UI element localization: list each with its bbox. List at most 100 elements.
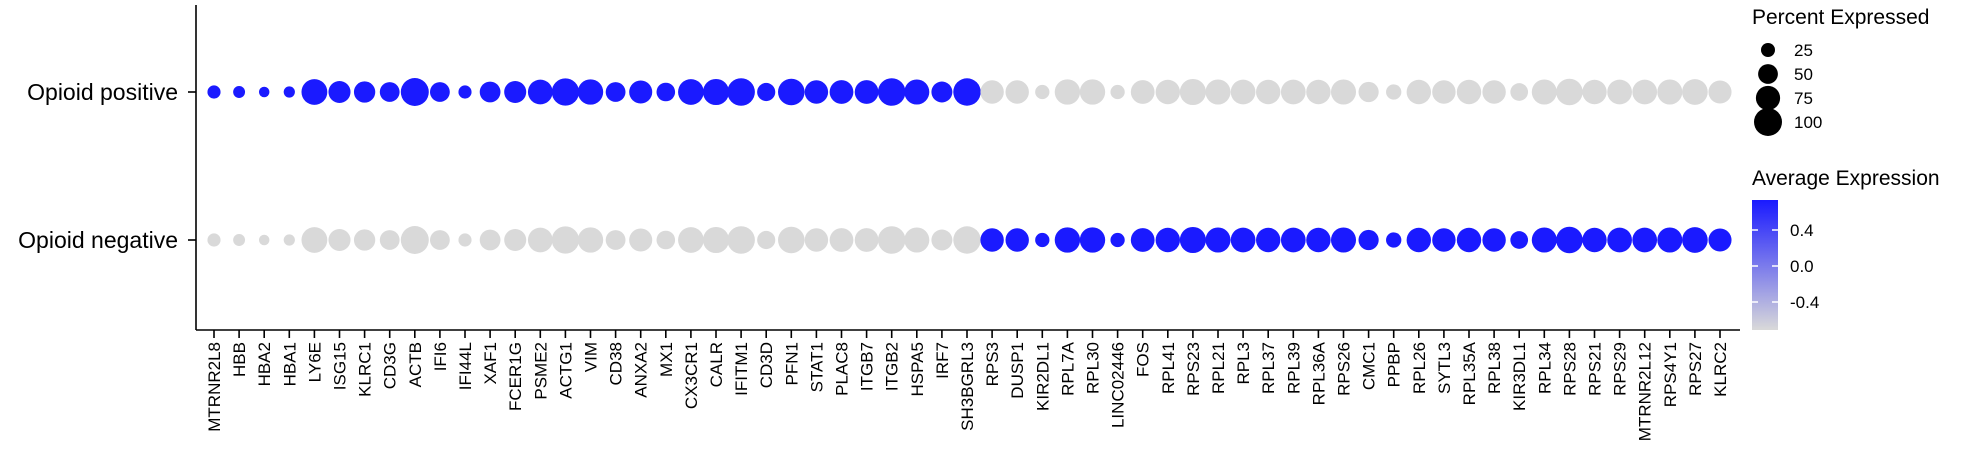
dot-stat1 bbox=[804, 228, 829, 252]
dot-rpl21 bbox=[1205, 79, 1231, 105]
dot-rpl39 bbox=[1280, 79, 1306, 105]
gene-label: HSPA5 bbox=[908, 342, 927, 397]
size-legend-label: 100 bbox=[1794, 113, 1822, 132]
gene-label: CD3D bbox=[757, 342, 776, 388]
dot-ifi6 bbox=[430, 230, 450, 250]
dot-pfn1 bbox=[778, 78, 805, 106]
gene-label: VIM bbox=[582, 342, 601, 372]
dot-fcer1g bbox=[504, 228, 527, 252]
dot-mtrnr2l12 bbox=[1632, 227, 1658, 253]
dot-rpl30 bbox=[1079, 79, 1106, 105]
dot-hbb bbox=[233, 234, 246, 246]
dot-mtrnr2l8 bbox=[207, 233, 221, 247]
dot-mtrnr2l8 bbox=[207, 85, 221, 99]
dot-cmc1 bbox=[1358, 229, 1379, 251]
size-legend-dot bbox=[1761, 43, 1775, 57]
gene-label: RPL37 bbox=[1259, 342, 1278, 394]
dot-klrc2 bbox=[1708, 228, 1732, 252]
size-legend-dot bbox=[1754, 108, 1782, 136]
dot-hspa5 bbox=[904, 227, 930, 253]
dot-rps28 bbox=[1556, 78, 1583, 106]
dot-hspa5 bbox=[904, 79, 930, 105]
gene-label: ACTB bbox=[406, 342, 425, 387]
gene-label: MX1 bbox=[657, 342, 676, 377]
dot-sytl3 bbox=[1432, 228, 1456, 252]
dot-irf7 bbox=[931, 229, 953, 251]
dot-actb bbox=[400, 226, 429, 254]
gene-label: KIR3DL1 bbox=[1510, 342, 1529, 411]
gene-label: LY6E bbox=[305, 342, 324, 382]
size-legend-dot bbox=[1758, 64, 1778, 84]
gene-labels: MTRNR2L8 HBB HBA2 HBA1 LY6E ISG15 KLRC1 CD3G ACT… bbox=[205, 341, 1730, 441]
dot-fcer1g bbox=[504, 80, 527, 104]
color-scale-bar bbox=[1752, 200, 1778, 330]
dots bbox=[207, 78, 1732, 254]
gene-label: HBB bbox=[230, 342, 249, 377]
dot-rpl35a bbox=[1456, 227, 1482, 253]
gene-label: CMC1 bbox=[1360, 342, 1379, 390]
gene-label: ACTG1 bbox=[556, 342, 575, 399]
dot-rpl3 bbox=[1230, 79, 1256, 105]
dot-pfn1 bbox=[778, 226, 805, 254]
dot-rpl41 bbox=[1155, 79, 1181, 105]
dot-fos bbox=[1130, 80, 1155, 104]
gene-label: RPL34 bbox=[1535, 342, 1554, 394]
color-legend-title: Average Expression bbox=[1752, 167, 1940, 190]
dot-rps23 bbox=[1179, 78, 1206, 106]
gene-label: RPS29 bbox=[1611, 342, 1630, 396]
gene-label: SYTL3 bbox=[1435, 342, 1454, 394]
gene-label: ANXA2 bbox=[632, 342, 651, 398]
gene-label: IFI44L bbox=[456, 342, 475, 390]
gene-label: PLAC8 bbox=[833, 342, 852, 396]
dot-linc02446 bbox=[1110, 232, 1125, 248]
dot-rpl21 bbox=[1205, 227, 1231, 253]
dot-isg15 bbox=[328, 228, 351, 252]
gene-label: CX3CR1 bbox=[682, 342, 701, 409]
dot-rpl37 bbox=[1256, 79, 1281, 105]
dot-rps28 bbox=[1556, 226, 1583, 254]
gene-label: XAF1 bbox=[481, 342, 500, 385]
gene-label: LINC02446 bbox=[1109, 342, 1128, 428]
dot-cd3g bbox=[379, 82, 400, 102]
row-label: Opioid negative bbox=[18, 227, 178, 253]
dot-rps27 bbox=[1682, 227, 1708, 253]
size-legend-label: 75 bbox=[1794, 89, 1813, 108]
gene-label: HBA1 bbox=[280, 342, 299, 386]
color-legend-tick-label: 0.0 bbox=[1790, 257, 1814, 276]
size-legend-label: 50 bbox=[1794, 65, 1813, 84]
dot-psme2 bbox=[527, 79, 553, 105]
dot-rps29 bbox=[1607, 79, 1632, 105]
gene-label: CALR bbox=[707, 342, 726, 387]
dot-rps29 bbox=[1607, 227, 1632, 253]
dot-calr bbox=[702, 78, 730, 106]
size-legend: Percent Expressed 25 50 75 100 bbox=[1752, 6, 1929, 136]
dot-mx1 bbox=[656, 230, 676, 250]
gene-label: CD38 bbox=[607, 342, 626, 385]
dot-rpl41 bbox=[1155, 227, 1181, 253]
dot-itgb2 bbox=[877, 226, 906, 254]
dot-rps27 bbox=[1682, 79, 1708, 105]
dot-vim bbox=[577, 227, 604, 253]
dot-itgb7 bbox=[854, 228, 879, 252]
dot-rps21 bbox=[1582, 227, 1607, 253]
dot-irf7 bbox=[931, 81, 953, 103]
gene-label: RPL35A bbox=[1460, 341, 1479, 405]
gene-label: IFI6 bbox=[431, 342, 450, 371]
dot-hba2 bbox=[258, 234, 270, 246]
dot-cd38 bbox=[605, 82, 626, 102]
dot-calr bbox=[702, 226, 730, 254]
gene-label: RPS23 bbox=[1184, 342, 1203, 396]
dot-mtrnr2l12 bbox=[1632, 79, 1658, 105]
gene-label: DUSP1 bbox=[1008, 342, 1027, 399]
gene-label: RPL36A bbox=[1309, 341, 1328, 405]
dot-rps23 bbox=[1179, 226, 1206, 254]
dot-kir2dl1 bbox=[1035, 84, 1050, 100]
dot-linc02446 bbox=[1110, 84, 1125, 100]
gene-label: PFN1 bbox=[782, 342, 801, 385]
dot-itgb2 bbox=[877, 78, 906, 106]
gene-label: KLRC2 bbox=[1711, 342, 1730, 397]
gene-label: STAT1 bbox=[807, 342, 826, 392]
dot-kir3dl1 bbox=[1510, 83, 1529, 101]
size-legend-dot bbox=[1755, 85, 1781, 111]
